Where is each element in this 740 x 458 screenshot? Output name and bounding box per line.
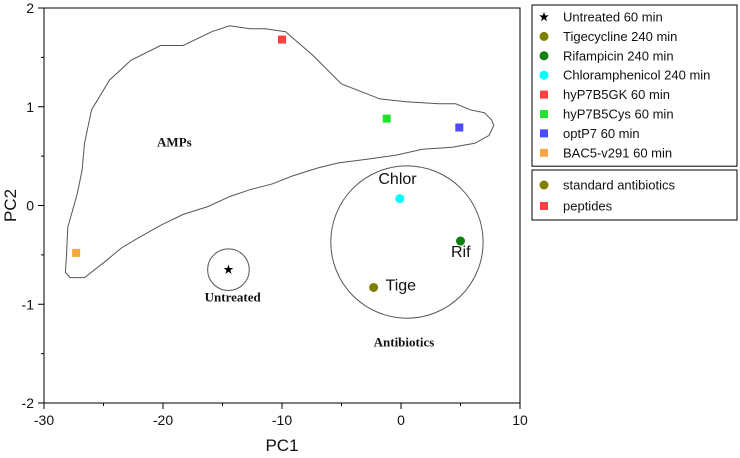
x-tick-label: -30: [34, 412, 54, 428]
data-points: [72, 35, 465, 292]
point-label-rif: Rif: [451, 244, 471, 261]
legend-marker-chloramphenicol-240-min: [539, 70, 549, 80]
y-axis-title: PC2: [1, 189, 20, 222]
legend-marker-standard-antibiotics: [539, 180, 549, 190]
series-legend-box: [531, 4, 738, 167]
legend-marker-bac5-v291-60-min: [540, 148, 548, 157]
region-antibiotics: [330, 165, 484, 319]
legend-label-untreated-60-min: Untreated 60 min: [563, 10, 663, 25]
legend-marker-rifampicin-240-min: [539, 51, 549, 61]
point-bac5-v291-60-min: [72, 248, 81, 257]
x-tick-label: -10: [272, 412, 292, 428]
legend-label-bac5-v291-60-min: BAC5-v291 60 min: [563, 145, 672, 160]
plot-frame: [43, 7, 521, 404]
legend-label-standard-antibiotics: standard antibiotics: [563, 178, 676, 193]
group-label-antibiotics: Antibiotics: [374, 335, 435, 350]
point-hyp7b5gk-60-min: [278, 35, 286, 44]
x-tick-label: 10: [512, 412, 528, 428]
legend-marker-untreated-60-min: [539, 11, 549, 22]
point-rifampicin-240-min: [456, 236, 465, 246]
y-tick-label: -1: [22, 296, 35, 312]
group-label-amps: AMPs: [157, 134, 192, 149]
legend-label-hyp7b5cys-60-min: hyP7B5Cys 60 min: [563, 107, 674, 122]
legend-marker-peptides: [540, 202, 548, 210]
legends: Untreated 60 min Tigecycline 240 min Rifam…: [531, 4, 738, 221]
legend-label-optp7-60-min: optP7 60 min: [563, 126, 640, 141]
legend-marker-optp7-60-min: [540, 129, 548, 138]
group-regions: [64, 25, 495, 319]
point-untreated-60-min: [223, 264, 234, 274]
x-tick-label: -20: [153, 412, 173, 428]
legend-marker-tigecycline-240-min: [539, 31, 549, 41]
y-tick-label: -2: [22, 395, 35, 411]
group-label-untreated: Untreated: [205, 289, 262, 304]
point-tigecycline-240-min: [369, 282, 379, 292]
region-untreated: [207, 248, 250, 292]
point-label-tige: Tige: [386, 277, 417, 294]
point-label-chlor: Chlor: [378, 171, 417, 188]
y-tick-label: 1: [26, 99, 34, 115]
point-chloramphenicol-240-min: [395, 194, 405, 204]
legend-marker-hyp7b5gk-60-min: [540, 90, 548, 99]
x-tick-label: 0: [397, 412, 405, 428]
legend-label-tigecycline-240-min: Tigecycline 240 min: [563, 29, 677, 44]
legend-label-chloramphenicol-240-min: Chloramphenicol 240 min: [563, 68, 710, 83]
group-legend-box: [531, 169, 738, 221]
legend-label-hyp7b5gk-60-min: hyP7B5GK 60 min: [563, 87, 670, 102]
legend-label-peptides: peptides: [563, 199, 613, 214]
point-optp7-60-min: [455, 123, 464, 132]
y-tick-label: 0: [26, 198, 34, 214]
legend-label-rifampicin-240-min: Rifampicin 240 min: [563, 48, 674, 63]
region-amps: [64, 25, 495, 279]
annotations: AMPs Untreated Antibiotics Chlor Rif Tige: [157, 134, 471, 349]
y-tick-label: 2: [26, 0, 34, 16]
x-axis-title: PC1: [265, 436, 298, 455]
point-hyp7b5cys-60-min: [382, 114, 391, 123]
legend-marker-hyp7b5cys-60-min: [540, 110, 548, 118]
